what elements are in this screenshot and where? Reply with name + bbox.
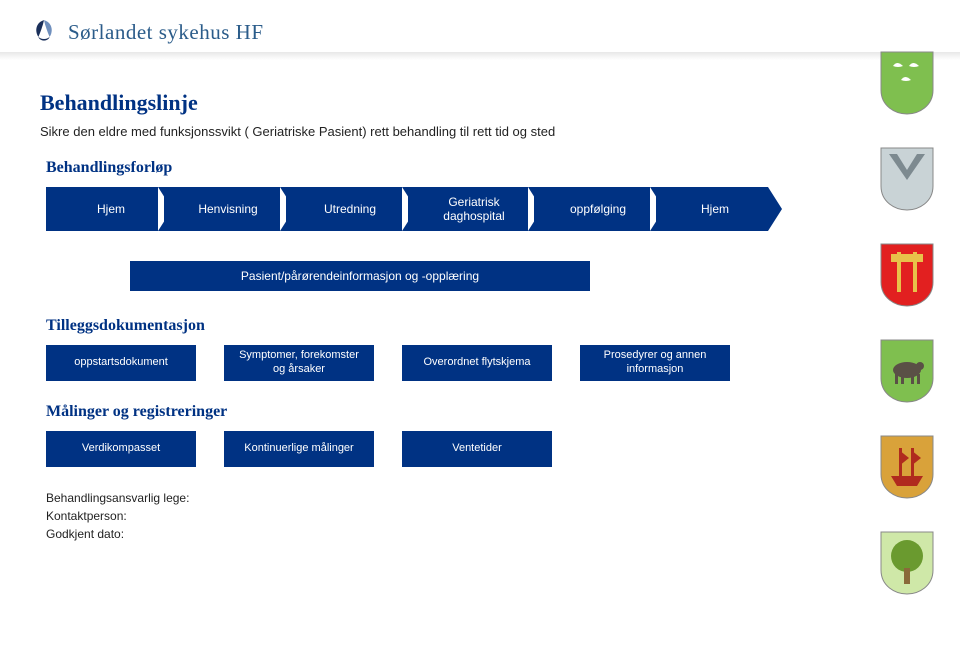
crest-icon (879, 434, 935, 500)
info-box-label: Symptomer, forekomster og årsaker (234, 349, 364, 377)
site-header: Sørlandet sykehus HF (30, 18, 264, 46)
footer-responsible: Behandlingsansvarlig lege: (46, 489, 840, 507)
main-content: Behandlingslinje Sikre den eldre med fun… (40, 90, 840, 543)
org-logo-icon (30, 18, 58, 46)
info-box-label: Prosedyrer og annen informasjon (590, 349, 720, 377)
flow-step-label: Hjem (97, 202, 125, 216)
flow-steps: Hjem Henvisning Utredning Geriatrisk daghos… (46, 187, 840, 231)
info-box[interactable]: Prosedyrer og annen informasjon (580, 345, 730, 381)
header-divider (0, 52, 960, 60)
info-box[interactable]: Overordnet flytskjema (402, 345, 552, 381)
page-subtitle: Sikre den eldre med funksjonssvikt ( Ger… (40, 124, 840, 139)
flow-step[interactable]: Hjem (46, 187, 164, 231)
patient-info-label: Pasient/pårørendeinformasjon og -opplæri… (241, 269, 479, 283)
info-box-label: Kontinuerlige målinger (244, 442, 353, 456)
info-box-label: Ventetider (452, 442, 502, 456)
info-box-label: Verdikompasset (82, 442, 160, 456)
footer-approved: Godkjent dato: (46, 525, 840, 543)
flow-step-label: Henvisning (198, 202, 257, 216)
page-title: Behandlingslinje (40, 90, 840, 116)
crest-icon (879, 530, 935, 596)
crest-icon (879, 146, 935, 212)
addons-heading: Tilleggsdokumentasjon (46, 317, 840, 335)
info-box[interactable]: Kontinuerlige målinger (224, 431, 374, 467)
flow-step-label: Utredning (324, 202, 376, 216)
info-box-label: oppstartsdokument (74, 356, 168, 370)
footer-contact: Kontaktperson: (46, 507, 840, 525)
patient-info-bar[interactable]: Pasient/pårørendeinformasjon og -opplæri… (130, 261, 590, 291)
municipality-crests (872, 50, 942, 596)
info-box[interactable]: Ventetider (402, 431, 552, 467)
info-box[interactable]: Symptomer, forekomster og årsaker (224, 345, 374, 381)
info-box-label: Overordnet flytskjema (424, 356, 531, 370)
flow-heading: Behandlingsforløp (46, 159, 840, 177)
org-name: Sørlandet sykehus HF (68, 20, 264, 45)
flow-step-label: Hjem (701, 202, 729, 216)
crest-icon (879, 242, 935, 308)
crest-icon (879, 50, 935, 116)
footer-meta: Behandlingsansvarlig lege: Kontaktperson… (46, 489, 840, 543)
info-box[interactable]: Verdikompasset (46, 431, 196, 467)
measures-heading: Målinger og registreringer (46, 403, 840, 421)
crest-icon (879, 338, 935, 404)
addons-row: oppstartsdokument Symptomer, forekomster … (46, 345, 840, 381)
flow-step-label: oppfølging (570, 202, 626, 216)
info-box[interactable]: oppstartsdokument (46, 345, 196, 381)
measures-row: Verdikompasset Kontinuerlige målinger Vent… (46, 431, 840, 467)
flow-step-label: Geriatrisk daghospital (422, 195, 526, 224)
